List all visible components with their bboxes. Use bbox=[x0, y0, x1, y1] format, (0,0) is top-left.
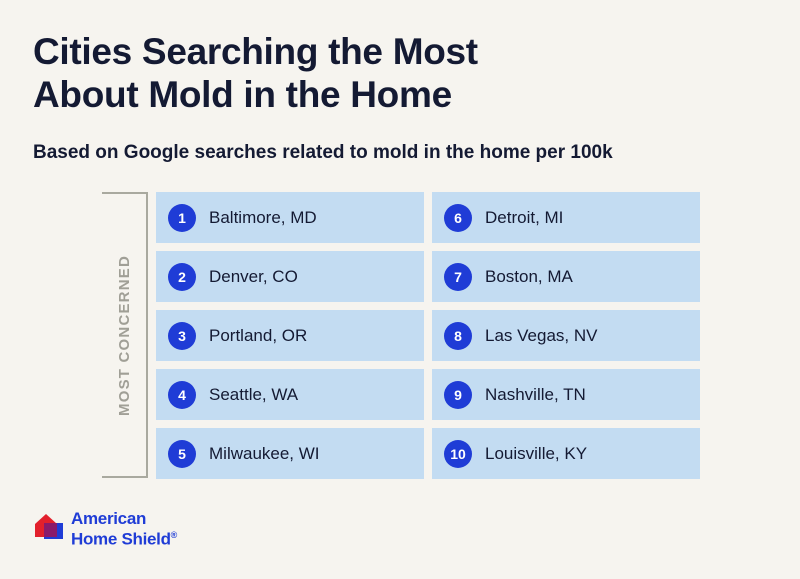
city-name: Baltimore, MD bbox=[209, 208, 317, 228]
title-line-2: About Mold in the Home bbox=[33, 73, 733, 116]
logo-wordmark: American Home Shield® bbox=[71, 510, 177, 548]
most-concerned-bracket: MOST CONCERNED bbox=[102, 192, 148, 478]
rank-badge: 2 bbox=[168, 263, 196, 291]
city-cell: 6 Detroit, MI bbox=[432, 192, 700, 243]
rank-badge: 6 bbox=[444, 204, 472, 232]
rank-badge: 8 bbox=[444, 322, 472, 350]
rank-badge: 5 bbox=[168, 440, 196, 468]
city-name: Seattle, WA bbox=[209, 385, 298, 405]
city-cell: 1 Baltimore, MD bbox=[156, 192, 424, 243]
city-name: Nashville, TN bbox=[485, 385, 586, 405]
city-name: Denver, CO bbox=[209, 267, 298, 287]
city-name: Milwaukee, WI bbox=[209, 444, 320, 464]
rank-badge: 7 bbox=[444, 263, 472, 291]
title-line-1: Cities Searching the Most bbox=[33, 30, 733, 73]
rank-badge: 1 bbox=[168, 204, 196, 232]
subtitle: Based on Google searches related to mold… bbox=[33, 142, 613, 164]
city-name: Portland, OR bbox=[209, 326, 307, 346]
rank-badge: 9 bbox=[444, 381, 472, 409]
rank-badge: 10 bbox=[444, 440, 472, 468]
city-ranking-grid: 1 Baltimore, MD 2 Denver, CO 3 Portland, OR… bbox=[156, 192, 700, 479]
city-cell: 8 Las Vegas, NV bbox=[432, 310, 700, 361]
city-cell: 2 Denver, CO bbox=[156, 251, 424, 302]
side-label-text: MOST CONCERNED bbox=[116, 255, 133, 416]
city-cell: 7 Boston, MA bbox=[432, 251, 700, 302]
house-logo-icon bbox=[33, 511, 65, 546]
city-name: Detroit, MI bbox=[485, 208, 563, 228]
city-cell: 5 Milwaukee, WI bbox=[156, 428, 424, 479]
city-cell: 4 Seattle, WA bbox=[156, 369, 424, 420]
city-name: Louisville, KY bbox=[485, 444, 587, 464]
city-name: Las Vegas, NV bbox=[485, 326, 597, 346]
city-cell: 3 Portland, OR bbox=[156, 310, 424, 361]
rank-badge: 3 bbox=[168, 322, 196, 350]
registered-mark: ® bbox=[171, 530, 177, 540]
city-name: Boston, MA bbox=[485, 267, 573, 287]
rank-badge: 4 bbox=[168, 381, 196, 409]
page-title: Cities Searching the Most About Mold in … bbox=[33, 30, 733, 116]
city-cell: 9 Nashville, TN bbox=[432, 369, 700, 420]
logo-line-2: Home Shield bbox=[71, 530, 171, 549]
american-home-shield-logo: American Home Shield® bbox=[33, 510, 177, 548]
city-cell: 10 Louisville, KY bbox=[432, 428, 700, 479]
logo-line-1: American bbox=[71, 510, 177, 527]
